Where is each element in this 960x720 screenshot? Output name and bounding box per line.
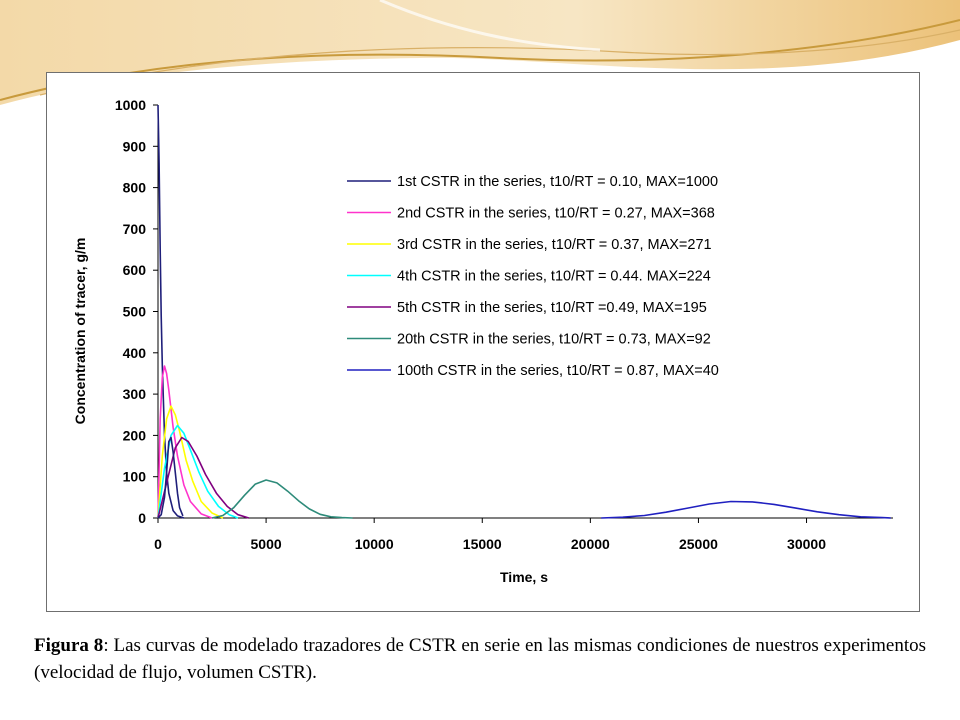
series-line-8 <box>157 436 184 519</box>
x-tick-label: 5000 <box>251 536 282 552</box>
y-tick-label: 100 <box>123 469 147 485</box>
legend-entry: 2nd CSTR in the series, t10/RT = 0.27, M… <box>397 206 715 222</box>
chart-series <box>157 104 891 519</box>
y-tick-label: 500 <box>123 304 147 320</box>
y-tick-label: 700 <box>123 221 147 237</box>
y-tick-label: 900 <box>123 138 147 154</box>
caption-label: Figura 8 <box>34 635 104 656</box>
y-axis-label: Concentration of tracer, g/m <box>72 238 88 425</box>
y-tick-label: 300 <box>123 386 147 402</box>
x-tick-label: 30000 <box>787 536 826 552</box>
series-line-7 <box>601 500 891 519</box>
legend-entry: 1st CSTR in the series, t10/RT = 0.10, M… <box>397 174 718 190</box>
legend-entry: 4th CSTR in the series, t10/RT = 0.44. M… <box>397 269 711 285</box>
y-tick-label: 800 <box>123 180 147 196</box>
chart-legend: 1st CSTR in the series, t10/RT = 0.10, M… <box>347 174 719 379</box>
figure-caption: Figura 8: Las curvas de modelado trazado… <box>34 632 926 686</box>
y-tick-label: 400 <box>123 345 147 361</box>
legend-entry: 20th CSTR in the series, t10/RT = 0.73, … <box>397 332 711 348</box>
series-line-6 <box>211 479 353 519</box>
series-line-2 <box>157 365 213 519</box>
x-tick-label: 15000 <box>463 536 502 552</box>
legend-entry: 100th CSTR in the series, t10/RT = 0.87,… <box>397 363 719 379</box>
x-tick-label: 0 <box>154 536 162 552</box>
caption-text: : Las curvas de modelado trazadores de C… <box>34 635 926 683</box>
x-tick-label: 10000 <box>355 536 394 552</box>
series-line-3 <box>157 405 224 519</box>
y-tick-label: 0 <box>138 510 146 526</box>
legend-entry: 3rd CSTR in the series, t10/RT = 0.37, M… <box>397 237 712 253</box>
legend-entry: 5th CSTR in the series, t10/RT =0.49, MA… <box>397 300 707 316</box>
y-tick-label: 600 <box>123 262 147 278</box>
y-tick-label: 1000 <box>115 97 146 113</box>
x-axis-label: Time, s <box>500 569 548 585</box>
y-tick-label: 200 <box>123 427 147 443</box>
x-tick-label: 25000 <box>679 536 718 552</box>
chart-frame: 0 100 200 300 400 500 600 700 800 900 1000 0 5000 100… <box>46 72 920 612</box>
x-tick-label: 20000 <box>571 536 610 552</box>
